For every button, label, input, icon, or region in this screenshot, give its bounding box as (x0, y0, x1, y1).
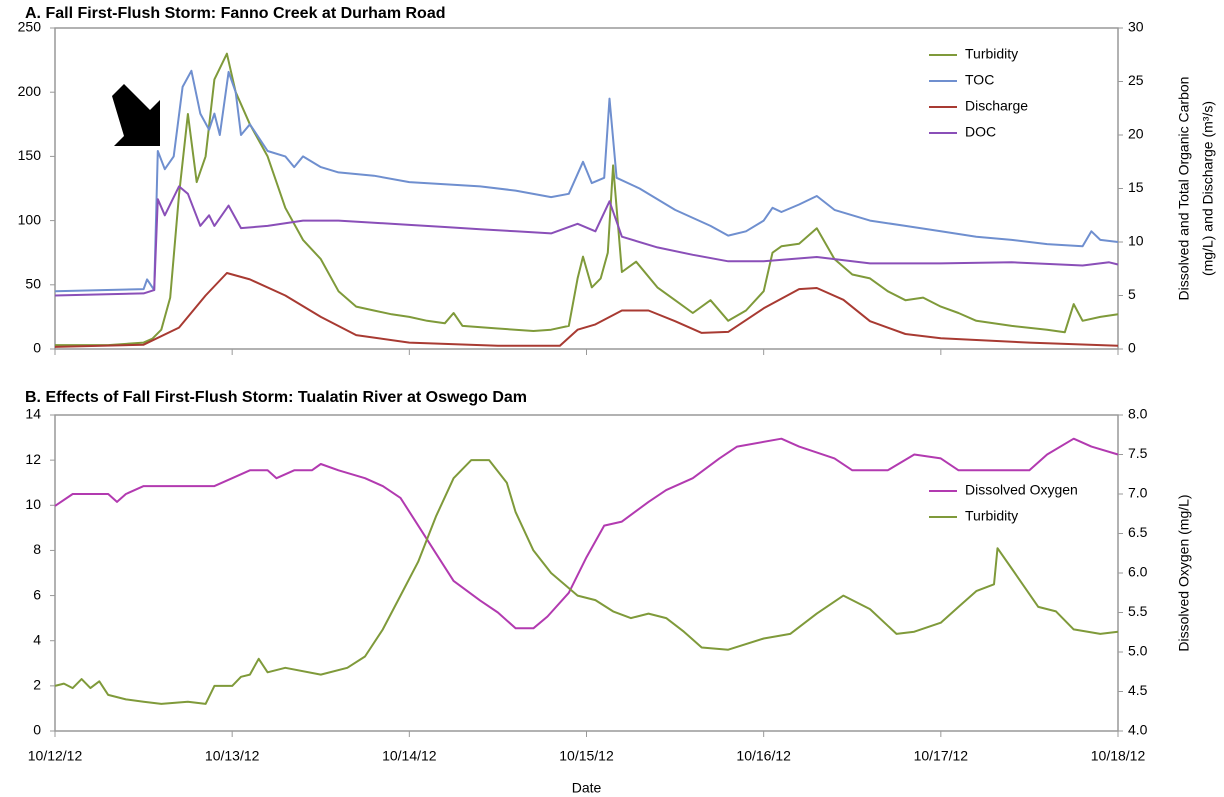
series-line (54, 437, 1119, 630)
y2-tick-label: 5.5 (1128, 603, 1148, 619)
x-axis-label: Date (572, 780, 602, 796)
y2-tick-label: 10 (1128, 233, 1144, 249)
y-tick-label: 0 (33, 722, 41, 738)
y-tick-label: 12 (25, 451, 41, 467)
y2-axis-label: (mg/L) and Discharge (m³/s) (1200, 101, 1216, 276)
y2-tick-label: 15 (1128, 179, 1144, 195)
series-line (54, 459, 1119, 705)
y2-tick-label: 30 (1128, 19, 1144, 35)
x-tick-label: 10/15/12 (559, 748, 614, 764)
y2-axis-label: Dissolved Oxygen (mg/L) (1176, 494, 1192, 651)
x-tick-label: 10/17/12 (914, 748, 969, 764)
y2-tick-label: 20 (1128, 126, 1144, 142)
y2-tick-label: 6.5 (1128, 524, 1148, 540)
y2-axis-label: Dissolved and Total Organic Carbon (1176, 77, 1192, 301)
legend-label: Turbidity (965, 508, 1018, 524)
y-tick-label: 100 (18, 211, 42, 227)
x-tick-label: 10/16/12 (736, 748, 791, 764)
y2-tick-label: 7.0 (1128, 485, 1148, 501)
y2-tick-label: 6.0 (1128, 564, 1148, 580)
y-tick-label: 0 (33, 340, 41, 356)
plot-frame (54, 27, 1119, 350)
y2-tick-label: 8.0 (1128, 406, 1148, 422)
y-tick-label: 10 (25, 496, 41, 512)
series-line (54, 185, 1119, 297)
y-tick-label: 200 (18, 83, 42, 99)
x-tick-label: 10/14/12 (382, 748, 437, 764)
y-tick-label: 50 (25, 276, 41, 292)
y-tick-label: 4 (33, 631, 41, 647)
x-tick-label: 10/13/12 (205, 748, 260, 764)
y-tick-label: 2 (33, 677, 41, 693)
legend-label: Dissolved Oxygen (965, 482, 1078, 498)
y-tick-label: 6 (33, 586, 41, 602)
chart-title: B. Effects of Fall First-Flush Storm: Tu… (25, 389, 527, 406)
legend-label: Turbidity (965, 46, 1018, 62)
legend-label: TOC (965, 72, 994, 88)
y2-tick-label: 4.5 (1128, 682, 1148, 698)
y2-tick-label: 7.5 (1128, 445, 1148, 461)
x-tick-label: 10/12/12 (28, 748, 83, 764)
legend-label: Discharge (965, 98, 1028, 114)
y2-tick-label: 5 (1128, 286, 1136, 302)
y-tick-label: 150 (18, 147, 42, 163)
x-tick-label: 10/18/12 (1091, 748, 1146, 764)
y2-tick-label: 0 (1128, 340, 1136, 356)
y2-tick-label: 5.0 (1128, 643, 1148, 659)
y-tick-label: 14 (25, 406, 41, 422)
series-line (55, 52, 1119, 347)
series-line (54, 69, 1119, 293)
legend-label: DOC (965, 124, 996, 140)
y-tick-label: 250 (18, 19, 42, 35)
arrow-annotation (112, 84, 160, 146)
y-tick-label: 8 (33, 541, 41, 557)
plot-frame (54, 414, 1119, 732)
y2-tick-label: 25 (1128, 72, 1144, 88)
series-line (54, 272, 1119, 348)
chart-title: A. Fall First-Flush Storm: Fanno Creek a… (25, 5, 446, 22)
y2-tick-label: 4.0 (1128, 722, 1148, 738)
